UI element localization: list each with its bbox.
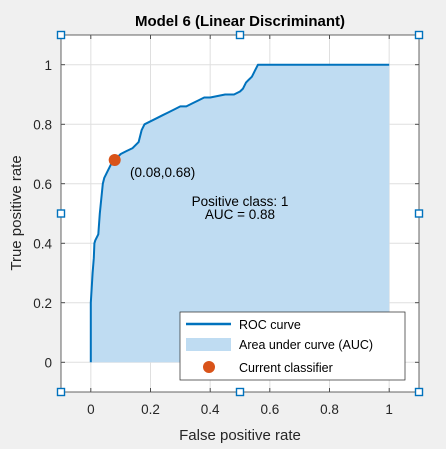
roc-curve-line xyxy=(89,63,390,363)
resize-handle-7[interactable] xyxy=(414,387,424,397)
selection-handles[interactable] xyxy=(56,30,424,397)
legend-point-label: Current classifier xyxy=(239,361,333,375)
resize-handle-0[interactable] xyxy=(56,30,66,40)
resize-handle-3[interactable] xyxy=(56,209,66,218)
y-tick-label-0: 0 xyxy=(44,355,52,370)
x-tick-label-4: 0.8 xyxy=(320,402,339,417)
axis-ticks: 0 0.2 0.4 0.6 0.8 1 0 0.2 0.4 0.6 0.8 1 xyxy=(33,35,419,417)
x-tick-label-5: 1 xyxy=(385,402,393,417)
auc-area-layer xyxy=(90,64,390,363)
auc-area xyxy=(90,64,390,363)
resize-handle-6[interactable] xyxy=(235,387,245,397)
x-tick-label-0: 0 xyxy=(87,402,95,417)
y-tick-label-5: 1 xyxy=(44,58,52,73)
legend-roc-label: ROC curve xyxy=(239,318,301,332)
x-tick-label-3: 0.6 xyxy=(260,402,279,417)
y-tick-label-1: 0.2 xyxy=(33,296,52,311)
point-annotation: (0.08,0.68) xyxy=(130,165,195,180)
resize-handle-4[interactable] xyxy=(414,209,424,218)
y-tick-label-2: 0.4 xyxy=(33,236,52,251)
roc-curve-layer xyxy=(89,63,390,363)
legend-point-swatch xyxy=(203,361,215,373)
positive-class-annotation: Positive class: 1 xyxy=(192,194,289,209)
x-tick-label-2: 0.4 xyxy=(201,402,220,417)
legend: ROC curve Area under curve (AUC) Current… xyxy=(179,311,406,381)
y-tick-label-4: 0.8 xyxy=(33,117,52,132)
y-axis-label: True positive rate xyxy=(8,155,25,270)
y-tick-label-3: 0.6 xyxy=(33,177,52,192)
legend-auc-label: Area under curve (AUC) xyxy=(239,338,373,352)
x-tick-label-1: 0.2 xyxy=(141,402,160,417)
legend-auc-swatch xyxy=(186,338,231,351)
auc-annotation: AUC = 0.88 xyxy=(205,207,275,222)
resize-handle-2[interactable] xyxy=(414,30,424,40)
resize-handle-5[interactable] xyxy=(56,387,66,397)
current-classifier-point xyxy=(108,153,121,166)
classifier-point-layer xyxy=(108,153,121,166)
resize-handle-1[interactable] xyxy=(235,30,245,40)
x-axis-label: False positive rate xyxy=(179,427,301,444)
chart-title: Model 6 (Linear Discriminant) xyxy=(135,13,345,30)
